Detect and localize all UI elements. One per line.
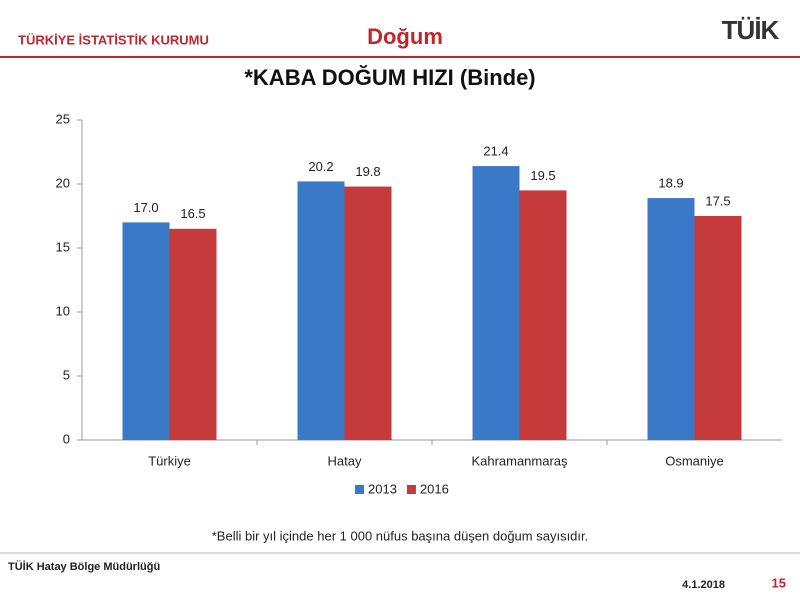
legend-label: 2013 (368, 481, 397, 496)
section-title: Doğum (367, 24, 443, 49)
y-tick-label: 5 (63, 367, 70, 382)
legend-swatch (406, 485, 416, 494)
bar (519, 190, 567, 440)
x-tick-label: Kahramanmaraş (471, 453, 568, 468)
y-tick-label: 20 (56, 175, 70, 190)
legend-label: 2016 (420, 481, 449, 496)
footer-office: TÜİK Hatay Bölge Müdürlüğü (8, 560, 160, 573)
data-label: 17.0 (133, 200, 158, 215)
data-label: 20.2 (308, 159, 333, 174)
data-label: 19.8 (355, 164, 380, 179)
data-label: 18.9 (658, 176, 683, 191)
data-label: 21.4 (483, 144, 508, 159)
bar (647, 198, 695, 440)
y-tick-label: 0 (63, 431, 70, 446)
org-name: TÜRKİYE İSTATİSTİK KURUMU (18, 32, 209, 47)
chart-title: *KABA DOĞUM HIZI (Binde) (244, 65, 535, 90)
bar (344, 186, 392, 440)
y-tick-label: 10 (56, 303, 70, 318)
bar (694, 216, 742, 440)
bar (472, 166, 520, 440)
x-tick-label: Osmaniye (665, 453, 724, 468)
bar (169, 228, 217, 440)
footnote: *Belli bir yıl içinde her 1 000 nüfus ba… (212, 528, 589, 543)
footer-date: 4.1.2018 (682, 579, 725, 591)
page-number: 15 (772, 575, 786, 590)
bar (297, 181, 345, 440)
logo: TÜİK (722, 15, 780, 45)
x-tick-label: Hatay (328, 453, 362, 468)
data-label: 16.5 (180, 206, 205, 221)
data-label: 19.5 (530, 168, 555, 183)
data-label: 17.5 (705, 193, 730, 208)
y-tick-label: 25 (56, 111, 70, 126)
bar (122, 222, 170, 440)
legend-swatch (355, 485, 364, 494)
x-tick-label: Türkiye (148, 453, 191, 468)
y-tick-label: 15 (56, 239, 70, 254)
